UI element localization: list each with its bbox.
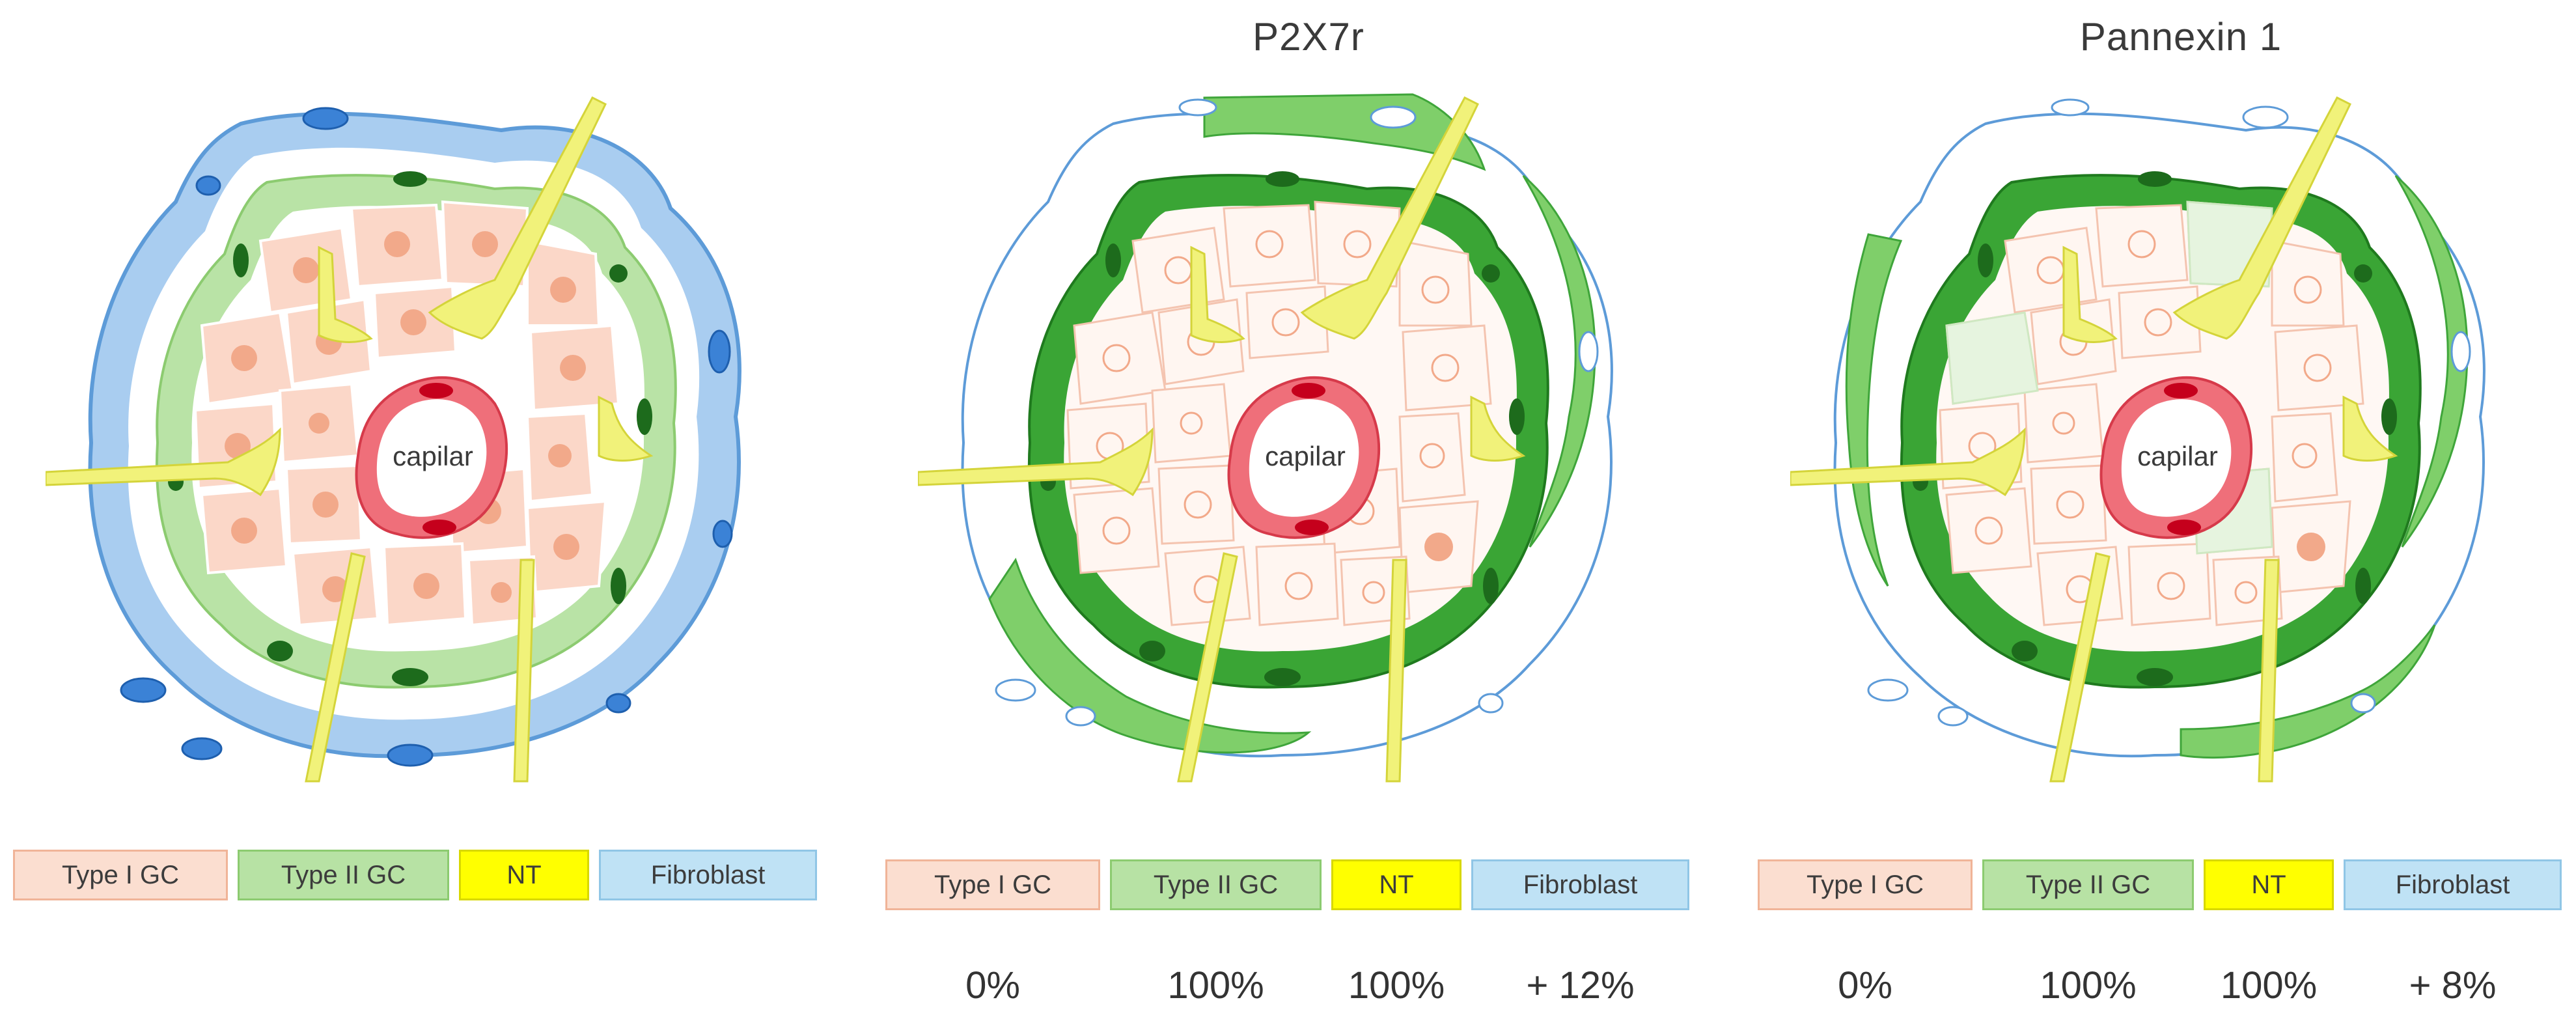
type-2-nuclei — [168, 171, 652, 686]
percent-type-2-gc: 100% — [1167, 964, 1264, 1007]
percent-fibroblast: + 12% — [1526, 964, 1635, 1007]
capillary-label: capilar — [2137, 441, 2218, 471]
percent-type-1-gc: 0% — [1838, 964, 1892, 1007]
nerve-terminals — [918, 96, 1526, 783]
capillary-nucleus — [2167, 520, 2201, 535]
type-2-nuclei — [1913, 171, 2397, 686]
legend-type-1-gc: Type I GC — [1758, 859, 1973, 910]
capillary-lumen — [376, 399, 487, 517]
capillary-label: capilar — [393, 441, 473, 471]
legend-nt: NT — [459, 850, 589, 900]
capillary-nucleus — [1295, 520, 1329, 535]
capillary-nucleus — [419, 383, 453, 398]
fibroblast-stained — [2394, 174, 2469, 548]
capillary-nucleus — [422, 520, 456, 535]
nerve-terminals — [1790, 96, 2398, 783]
legend-fibroblast: Fibroblast — [1471, 859, 1689, 910]
fibroblast-stained — [1845, 233, 1903, 587]
capillary-lumen — [1249, 399, 1359, 517]
legend-type-1-gc: Type I GC — [13, 850, 228, 900]
panel-title: P2X7r — [1253, 15, 1364, 59]
fibroblast-nuclei-outline — [1867, 98, 2471, 727]
type-1-nucleus-stained — [1424, 533, 1453, 561]
type-1-nucleus-stained — [2297, 533, 2325, 561]
legend-type-2-gc: Type II GC — [1110, 859, 1322, 910]
legend-type-2-gc: Type II GC — [1982, 859, 2194, 910]
capillary-label: capilar — [1265, 441, 1346, 471]
carotid-body-diagram-pannexin: capilar — [1790, 96, 2486, 783]
fibroblast-stained — [2180, 624, 2436, 759]
carotid-body-diagram: capilar — [46, 96, 741, 783]
panel-p2x7r: P2X7r — [885, 0, 1732, 1030]
nerve-terminals — [46, 96, 654, 783]
fibroblast-stained — [1522, 174, 1596, 548]
percent-fibroblast: + 8% — [2409, 964, 2497, 1007]
percent-type-2-gc: 100% — [2040, 964, 2137, 1007]
legend-fibroblast: Fibroblast — [2344, 859, 2562, 910]
percent-nt: 100% — [1348, 964, 1445, 1007]
legend-type-2-gc: Type II GC — [238, 850, 449, 900]
fibroblast-nuclei-outline — [995, 98, 1599, 727]
legend-nt: NT — [2204, 859, 2334, 910]
capillary-nucleus — [1292, 383, 1325, 398]
legend: Type I GC Type II GC NT Fibroblast — [1758, 859, 2576, 912]
percent-row: 0% 100% 100% + 12% — [885, 964, 1732, 1016]
panel-reference: capilar Type I GC Type II GC NT Fibrobla… — [13, 0, 859, 1030]
carotid-body-diagram-p2x7r: capilar — [918, 93, 1613, 783]
legend: Type I GC Type II GC NT Fibroblast — [885, 859, 1732, 912]
legend-type-1-gc: Type I GC — [885, 859, 1100, 910]
fibroblast-stained — [988, 557, 1312, 754]
type-2-nuclei — [1040, 171, 1525, 686]
type-1-nuclei — [1968, 230, 2332, 604]
legend: Type I GC Type II GC NT Fibroblast — [13, 850, 859, 902]
capillary-lumen — [2121, 399, 2232, 517]
percent-row: 0% 100% 100% + 8% — [1758, 964, 2576, 1016]
fibroblast-nuclei — [120, 107, 733, 767]
legend-nt: NT — [1331, 859, 1461, 910]
panel-pannexin-1: Pannexin 1 — [1758, 0, 2576, 1030]
panel-title: Pannexin 1 — [2079, 15, 2282, 59]
percent-type-1-gc: 0% — [965, 964, 1020, 1007]
capillary-nucleus — [2164, 383, 2198, 398]
legend-fibroblast: Fibroblast — [599, 850, 817, 900]
percent-nt: 100% — [2220, 964, 2318, 1007]
